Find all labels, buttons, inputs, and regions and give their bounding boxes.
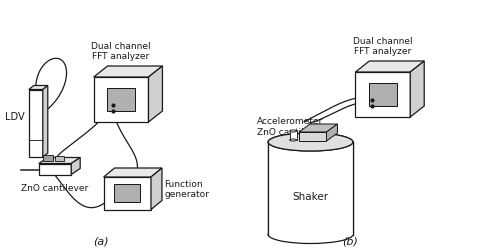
Text: Function
generator: Function generator: [164, 179, 210, 198]
Polygon shape: [326, 124, 338, 141]
Polygon shape: [299, 124, 338, 133]
Polygon shape: [299, 133, 326, 141]
Polygon shape: [107, 88, 136, 112]
Polygon shape: [356, 62, 424, 73]
Ellipse shape: [268, 226, 353, 243]
Text: LDV: LDV: [5, 112, 25, 122]
Polygon shape: [94, 67, 162, 78]
Text: Dual channel
FFT analyzer: Dual channel FFT analyzer: [91, 41, 150, 61]
Polygon shape: [148, 67, 162, 122]
Ellipse shape: [290, 139, 296, 141]
Ellipse shape: [268, 134, 353, 151]
Polygon shape: [290, 132, 296, 140]
Polygon shape: [94, 78, 148, 122]
Text: ZnO cantilever: ZnO cantilever: [22, 184, 88, 193]
Ellipse shape: [290, 131, 296, 133]
Polygon shape: [368, 83, 397, 107]
Polygon shape: [104, 177, 151, 210]
Polygon shape: [151, 168, 162, 210]
Text: Dual channel
FFT analyzer: Dual channel FFT analyzer: [353, 37, 412, 56]
Text: ZnO cantilever: ZnO cantilever: [256, 128, 324, 137]
Polygon shape: [71, 158, 80, 175]
Ellipse shape: [268, 134, 353, 151]
Polygon shape: [39, 164, 71, 175]
Polygon shape: [114, 184, 140, 202]
Polygon shape: [410, 62, 424, 117]
Polygon shape: [268, 142, 353, 235]
Text: (b): (b): [342, 236, 358, 246]
Polygon shape: [43, 155, 53, 162]
Polygon shape: [55, 156, 64, 162]
Polygon shape: [29, 90, 43, 158]
Polygon shape: [29, 86, 48, 90]
Text: (a): (a): [94, 236, 109, 246]
Text: Accelerometer: Accelerometer: [256, 117, 323, 126]
Polygon shape: [356, 73, 410, 117]
Polygon shape: [39, 158, 80, 164]
Text: Shaker: Shaker: [292, 191, 328, 201]
Polygon shape: [104, 168, 162, 177]
Polygon shape: [43, 86, 48, 158]
